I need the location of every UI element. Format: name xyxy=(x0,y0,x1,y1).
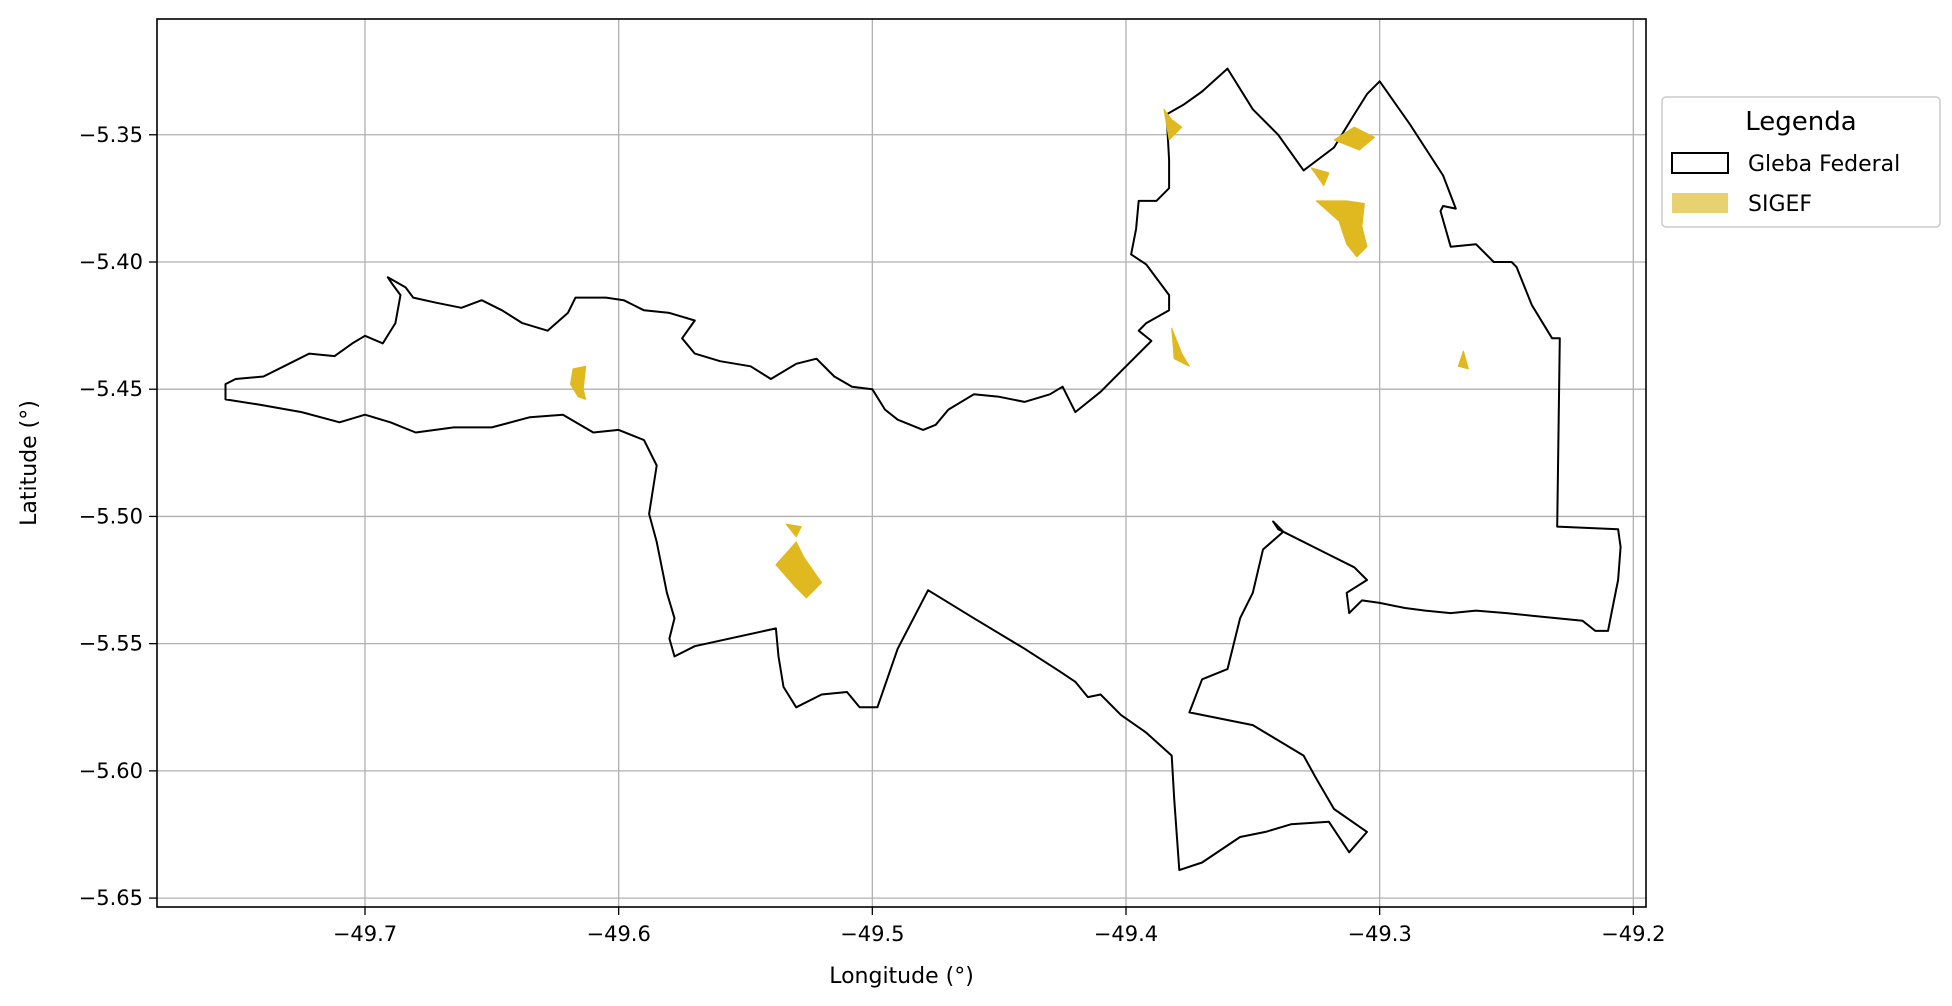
sigef-parcel xyxy=(785,523,802,538)
sigef-parcel xyxy=(775,541,823,599)
y-tick-label: −5.55 xyxy=(79,632,143,656)
legend-swatch-sigef xyxy=(1672,193,1728,213)
legend: Legenda Gleba Federal SIGEF xyxy=(1661,96,1941,228)
x-tick-label: −49.3 xyxy=(1347,922,1411,946)
y-tick-label: −5.50 xyxy=(79,504,143,528)
y-tick-label: −5.40 xyxy=(79,250,143,274)
sigef-parcel xyxy=(570,365,587,400)
gleba-federal-polygon xyxy=(224,67,1622,872)
y-tick-label: −5.60 xyxy=(79,759,143,783)
legend-box xyxy=(1661,96,1941,228)
sigef-parcel xyxy=(1457,350,1469,370)
sigef-parcel xyxy=(1171,327,1190,367)
sigef-parcel xyxy=(1315,200,1368,258)
legend-label-sigef: SIGEF xyxy=(1748,192,1812,217)
x-tick-label: −49.6 xyxy=(586,922,650,946)
legend-title: Legenda xyxy=(1745,107,1856,137)
axes-frame xyxy=(156,18,1647,908)
ticks: −49.7 −49.6 −49.5 −49.4 −49.3 −49.2 −5.35 −5.40… xyxy=(79,123,1666,946)
y-tick-label: −5.35 xyxy=(79,123,143,147)
x-axis-label: Longitude (°) xyxy=(829,964,974,989)
sigef-parcel xyxy=(1163,108,1183,141)
x-tick-label: −49.7 xyxy=(333,922,397,946)
y-axis-label: Latitude (°) xyxy=(17,400,42,526)
sigef-parcel xyxy=(1310,167,1330,187)
map-layers xyxy=(224,67,1622,872)
x-tick-label: −49.5 xyxy=(840,922,904,946)
legend-swatch-gleba xyxy=(1671,152,1729,174)
y-tick-label: −5.45 xyxy=(79,377,143,401)
y-tick-label: −5.65 xyxy=(79,886,143,910)
sigef-parcel xyxy=(1333,126,1376,151)
grid xyxy=(157,19,1646,907)
legend-label-gleba: Gleba Federal xyxy=(1748,152,1900,177)
x-tick-label: −49.4 xyxy=(1094,922,1158,946)
x-tick-label: −49.2 xyxy=(1601,922,1665,946)
